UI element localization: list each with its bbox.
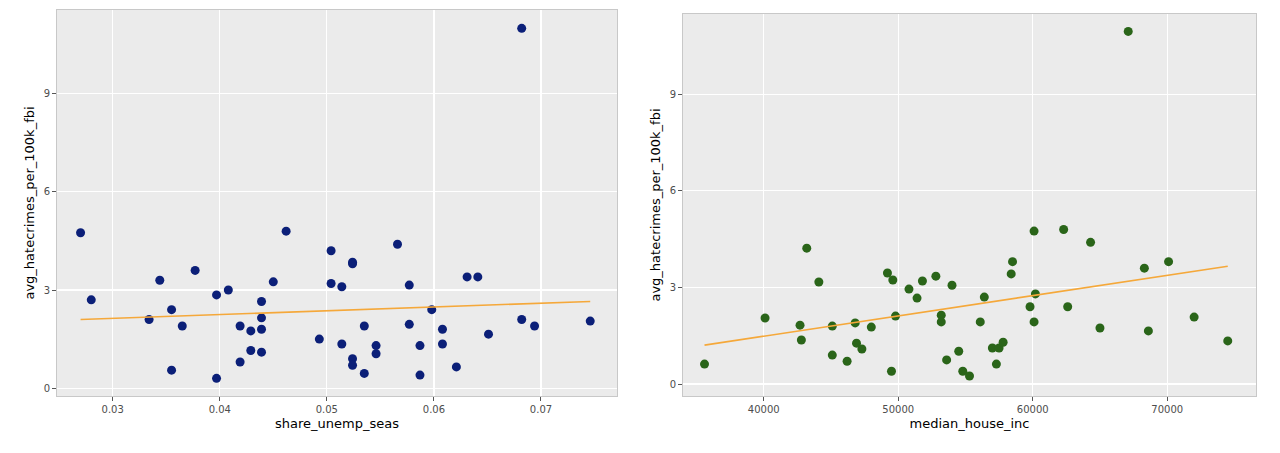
svg-text:50000: 50000: [882, 404, 914, 415]
svg-text:0.03: 0.03: [102, 404, 124, 415]
svg-text:3: 3: [670, 282, 676, 293]
svg-text:avg_hatecrimes_per_100k_fbi: avg_hatecrimes_per_100k_fbi: [648, 108, 663, 301]
svg-text:0.07: 0.07: [530, 404, 552, 415]
svg-text:0: 0: [670, 379, 676, 390]
svg-text:60000: 60000: [1017, 404, 1049, 415]
svg-text:70000: 70000: [1151, 404, 1183, 415]
svg-text:0.05: 0.05: [316, 404, 338, 415]
svg-text:median_house_inc: median_house_inc: [910, 416, 1030, 431]
svg-text:40000: 40000: [748, 404, 780, 415]
svg-text:9: 9: [670, 89, 676, 100]
svg-text:6: 6: [44, 186, 50, 197]
svg-text:3: 3: [44, 285, 50, 296]
svg-text:0.04: 0.04: [209, 404, 231, 415]
svg-text:avg_hatecrimes_per_100k_fbi: avg_hatecrimes_per_100k_fbi: [22, 106, 37, 299]
svg-text:6: 6: [670, 185, 676, 196]
svg-text:share_unemp_seas: share_unemp_seas: [275, 416, 399, 431]
svg-text:9: 9: [44, 88, 50, 99]
svg-text:0: 0: [44, 383, 50, 394]
svg-text:0.06: 0.06: [423, 404, 445, 415]
